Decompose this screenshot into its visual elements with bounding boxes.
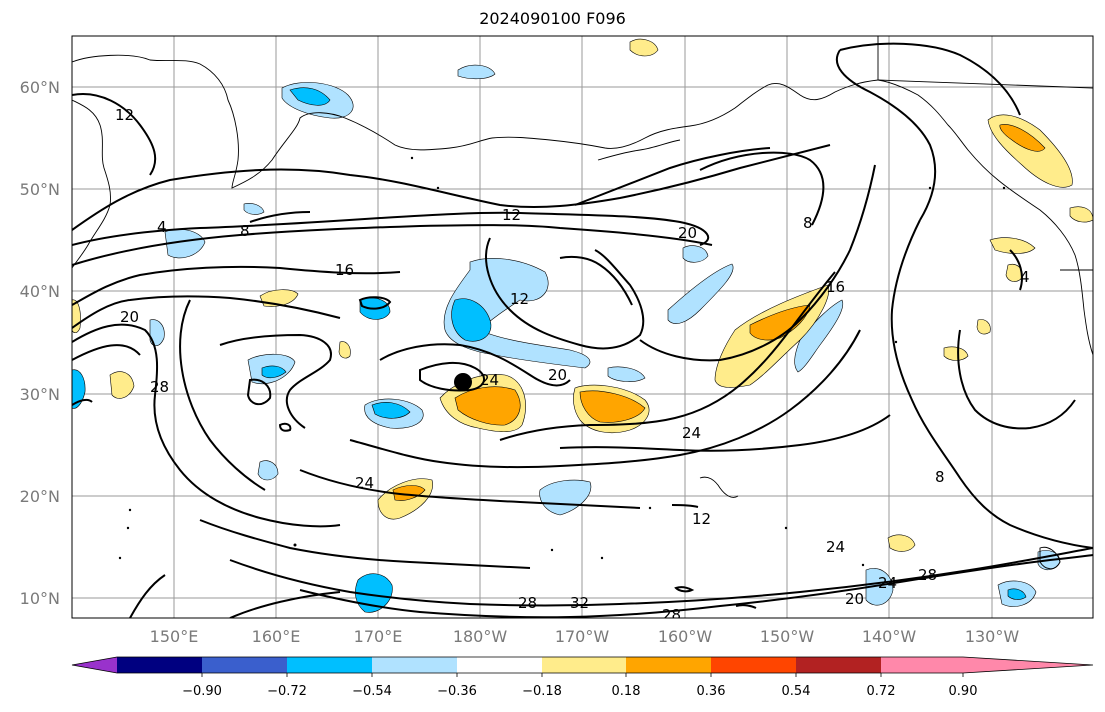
lat-tick-label: 60°N: [20, 78, 60, 97]
lon-tick-label: 160°E: [252, 627, 301, 646]
lon-tick-label: 170°E: [354, 627, 403, 646]
contour-label: 8: [935, 468, 945, 486]
colorbar-segment: [202, 657, 287, 673]
colorbar-tick-label: 0.18: [612, 684, 641, 699]
lon-tick-label: 160°W: [658, 627, 713, 646]
colorbar-segment: [626, 657, 711, 673]
colorbar-segment: [711, 657, 796, 673]
contour-label: 20: [120, 308, 139, 326]
contour-label: 20: [678, 224, 697, 242]
contour-label: 24: [826, 538, 845, 556]
colorbar-segment: [796, 657, 881, 673]
contour-label: 24: [355, 474, 374, 492]
colorbar-extend-low: [72, 657, 117, 673]
contour-label: 8: [240, 222, 250, 240]
longitude-labels: 150°E 160°E 170°E 180°W 170°W 160°W 150°…: [150, 627, 1020, 646]
colorbar: −0.90 −0.72 −0.54 −0.36 −0.18 0.18 0.36 …: [71, 656, 1094, 699]
lon-tick-label: 150°W: [760, 627, 815, 646]
colorbar-segment: [117, 657, 202, 673]
colorbar-tick-label: 0.54: [782, 684, 811, 699]
colorbar-extend-high: [963, 657, 1093, 673]
contour-label: 12: [115, 106, 134, 124]
contour-label: 20: [845, 590, 864, 608]
colorbar-tick-label: −0.72: [267, 684, 307, 699]
map-frame: [71, 35, 1094, 619]
lat-tick-label: 30°N: [20, 385, 60, 404]
colorbar-segment: [457, 657, 542, 673]
contour-label: 28: [662, 606, 681, 624]
contour-label: 12: [502, 206, 521, 224]
contour-label: 24: [682, 424, 701, 442]
lon-tick-label: 150°E: [150, 627, 199, 646]
lat-tick-label: 40°N: [20, 282, 60, 301]
contour-label: 8: [803, 214, 813, 232]
contour-label: 24: [878, 574, 897, 592]
contour-label: 20: [548, 366, 567, 384]
coastline: [72, 36, 1093, 570]
contour-label: 28: [518, 594, 537, 612]
colorbar-tick-label: 0.36: [697, 684, 726, 699]
colorbar-segment: [287, 657, 372, 673]
contour-lines: [72, 42, 1093, 618]
contour-label: 16: [826, 278, 845, 296]
contour-label: 12: [510, 290, 529, 308]
lon-tick-label: 170°W: [555, 627, 610, 646]
colorbar-tick-label: −0.90: [182, 684, 222, 699]
lat-tick-label: 50°N: [20, 180, 60, 199]
lon-tick-label: 180°W: [453, 627, 508, 646]
contour-label: 12: [692, 510, 711, 528]
latitude-labels: 10°N 20°N 30°N 40°N 50°N 60°N: [20, 78, 60, 608]
colorbar-segment: [542, 657, 626, 673]
lat-tick-label: 10°N: [20, 589, 60, 608]
contour-label: 28: [150, 378, 169, 396]
colorbar-segment: [372, 657, 457, 673]
lon-tick-label: 140°W: [862, 627, 917, 646]
colorbar-tick-label: −0.54: [352, 684, 392, 699]
contour-label: 28: [918, 566, 937, 584]
map-title: 2024090100 F096: [479, 9, 626, 28]
colorbar-tick-label: 0.90: [949, 684, 978, 699]
contour-label: 24: [480, 371, 499, 389]
contour-label: 16: [335, 261, 354, 279]
colorbar-tick-label: 0.72: [867, 684, 896, 699]
contour-label-group: 12 4 8 16 20 28 20 12 8 16 20 24 24 24 1…: [115, 106, 1030, 624]
storm-center-marker: [454, 373, 472, 391]
lon-tick-label: 130°W: [965, 627, 1020, 646]
contour-label: 32: [570, 594, 589, 612]
contour-label: 4: [157, 218, 167, 236]
colorbar-tick-label: −0.36: [437, 684, 477, 699]
colorbar-tick-label: −0.18: [522, 684, 562, 699]
lat-tick-label: 20°N: [20, 487, 60, 506]
contour-label: 4: [1020, 268, 1030, 286]
islands: [118, 156, 1006, 567]
colorbar-segment: [881, 657, 963, 673]
